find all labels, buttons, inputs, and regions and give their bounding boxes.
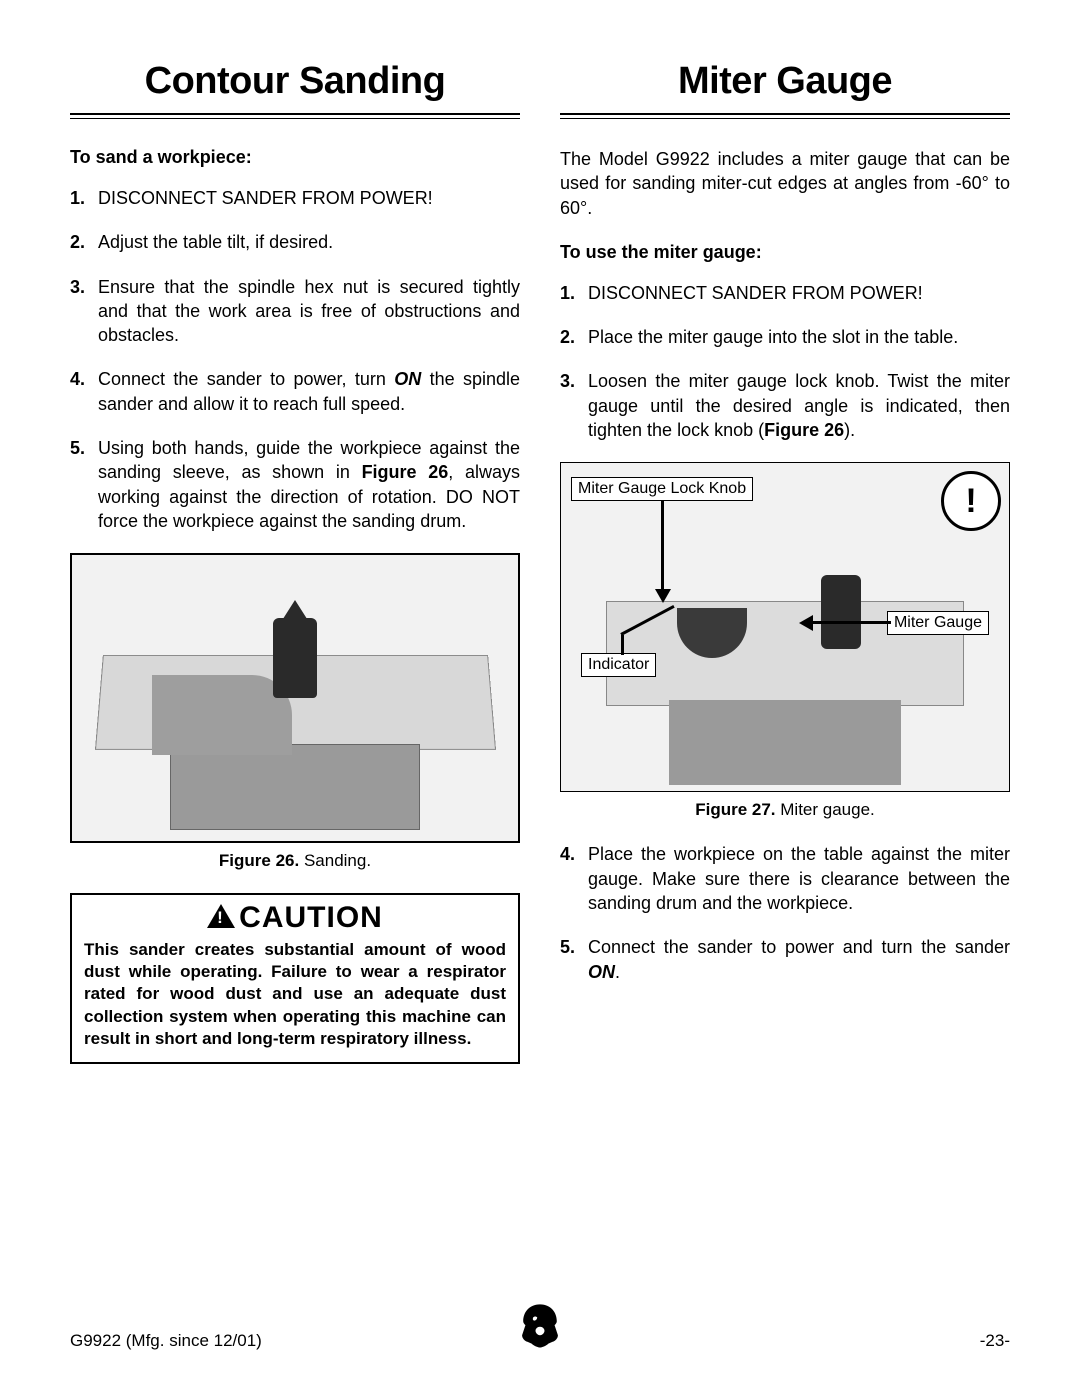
left-title: Contour Sanding — [70, 60, 520, 103]
step-text: DISCONNECT SANDER FROM POWER! — [588, 281, 1010, 305]
left-lead: To sand a workpiece: — [70, 147, 520, 168]
step-text: Connect the sander to power and turn the… — [588, 935, 1010, 984]
arrow-head-icon — [799, 615, 813, 631]
right-intro: The Model G9922 includes a miter gauge t… — [560, 147, 1010, 220]
callout-indicator: Indicator — [581, 653, 656, 677]
arrow — [661, 501, 664, 591]
caution-text: This sander creates substantial amount o… — [84, 939, 506, 1049]
right-column: Miter Gauge The Model G9922 includes a m… — [560, 60, 1010, 1064]
arrow — [811, 621, 891, 624]
step-item: Loosen the miter gauge lock knob. Twist … — [560, 369, 1010, 442]
step-text: Place the miter gauge into the slot in t… — [588, 325, 1010, 349]
unplug-warning-icon: ! — [941, 471, 1001, 531]
warning-triangle-icon — [207, 904, 235, 928]
right-steps-b: Place the workpiece on the table against… — [560, 842, 1010, 983]
step-item: Place the workpiece on the table against… — [560, 842, 1010, 915]
step-item: Place the miter gauge into the slot in t… — [560, 325, 1010, 349]
step-text: Using both hands, guide the workpiece ag… — [98, 436, 520, 533]
rule — [560, 113, 1010, 119]
step-text: Place the workpiece on the table against… — [588, 842, 1010, 915]
right-title: Miter Gauge — [560, 60, 1010, 103]
left-steps: DISCONNECT SANDER FROM POWER! Adjust the … — [70, 186, 520, 533]
step-text: Ensure that the spindle hex nut is secur… — [98, 275, 520, 348]
step-text: Loosen the miter gauge lock knob. Twist … — [588, 369, 1010, 442]
step-item: Adjust the table tilt, if desired. — [70, 230, 520, 254]
miter-stand-shape — [669, 700, 902, 785]
miter-drum-shape — [821, 575, 861, 649]
step-item: Ensure that the spindle hex nut is secur… — [70, 275, 520, 348]
callout-miter-gauge: Miter Gauge — [887, 611, 989, 635]
rule — [70, 113, 520, 119]
step-text: DISCONNECT SANDER FROM POWER! — [98, 186, 520, 210]
callout-lock-knob: Miter Gauge Lock Knob — [571, 477, 753, 501]
step-item: DISCONNECT SANDER FROM POWER! — [560, 281, 1010, 305]
figure-26-box — [70, 553, 520, 843]
sanding-drum-shape — [273, 618, 317, 698]
step-text: Connect the sander to power, turn ON the… — [98, 367, 520, 416]
arrow — [621, 635, 624, 655]
step-item: Using both hands, guide the workpiece ag… — [70, 436, 520, 533]
workpiece-shape — [152, 675, 292, 755]
figure-27-box: ! Miter Gauge Lock Knob Miter Gauge Indi… — [560, 462, 1010, 792]
figure-27-caption: Figure 27. Miter gauge. — [560, 800, 1010, 820]
step-text: Adjust the table tilt, if desired. — [98, 230, 520, 254]
caution-title-row: CAUTION — [84, 901, 506, 935]
figure-26-caption: Figure 26. Sanding. — [70, 851, 520, 871]
figure-26-label-rest: Sanding. — [299, 851, 371, 870]
table-base-shape — [170, 744, 420, 830]
step-item: Connect the sander to power, turn ON the… — [70, 367, 520, 416]
figure-27-label-rest: Miter gauge. — [776, 800, 875, 819]
grizzly-logo-icon — [512, 1296, 568, 1357]
step-item: DISCONNECT SANDER FROM POWER! — [70, 186, 520, 210]
right-lead: To use the miter gauge: — [560, 242, 1010, 263]
arrow-head-icon — [655, 589, 671, 603]
caution-box: CAUTION This sander creates substantial … — [70, 893, 520, 1063]
left-column: Contour Sanding To sand a workpiece: DIS… — [70, 60, 520, 1064]
page-footer: G9922 (Mfg. since 12/01) -23- — [70, 1331, 1010, 1351]
caution-title: CAUTION — [239, 901, 383, 935]
step-item: Connect the sander to power and turn the… — [560, 935, 1010, 984]
figure-27-label-bold: Figure 27. — [695, 800, 775, 819]
page-columns: Contour Sanding To sand a workpiece: DIS… — [70, 60, 1010, 1064]
right-steps-a: DISCONNECT SANDER FROM POWER! Place the m… — [560, 281, 1010, 442]
footer-left: G9922 (Mfg. since 12/01) — [70, 1331, 262, 1351]
figure-26-label-bold: Figure 26. — [219, 851, 299, 870]
footer-right: -23- — [980, 1331, 1010, 1351]
